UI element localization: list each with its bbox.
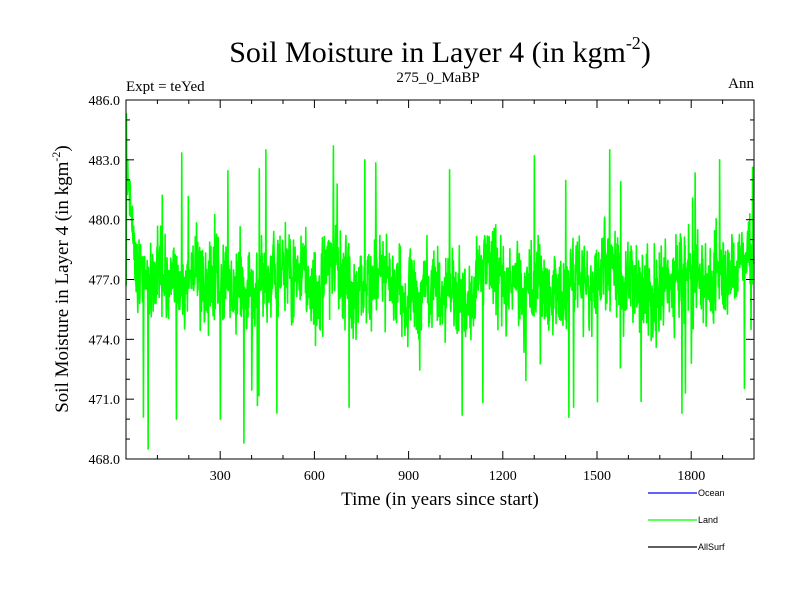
- subtitle-center: 275_0_MaBP: [396, 70, 479, 86]
- y-tick-label: 471.0: [89, 393, 121, 408]
- subtitle-left: Expt = teYed: [126, 79, 205, 95]
- y-tick-label: 486.0: [89, 94, 121, 109]
- x-axis-label: Time (in years since start): [341, 489, 539, 510]
- chart-title: Soil Moisture in Layer 4 (in kgm-2): [229, 33, 651, 69]
- legend-label-allsurf: AllSurf: [698, 542, 725, 552]
- x-tick-label: 300: [210, 469, 231, 484]
- legend-label-land: Land: [698, 515, 718, 525]
- legend-label-ocean: Ocean: [698, 488, 725, 498]
- y-tick-label: 468.0: [89, 453, 121, 468]
- x-tick-label: 600: [304, 469, 325, 484]
- series-land-line: [125, 113, 755, 450]
- y-axis-label: Soil Moisture in Layer 4 (in kgm-2): [49, 145, 73, 413]
- subtitle-right: Ann: [728, 76, 754, 92]
- y-tick-label: 483.0: [89, 154, 121, 169]
- x-tick-label: 900: [398, 469, 419, 484]
- y-tick-label: 477.0: [89, 274, 121, 289]
- x-tick-label: 1800: [677, 469, 705, 484]
- series-group: [125, 113, 755, 450]
- x-tick-label: 1200: [489, 469, 517, 484]
- legend: Ocean Land AllSurf: [648, 488, 725, 552]
- y-tick-label: 480.0: [89, 214, 121, 229]
- axis-ticks: 300 600 900 1200 1500 1800 468.0 471.0 474.0 477.…: [89, 94, 754, 484]
- x-tick-label: 1500: [583, 469, 611, 484]
- y-tick-label: 474.0: [89, 333, 121, 348]
